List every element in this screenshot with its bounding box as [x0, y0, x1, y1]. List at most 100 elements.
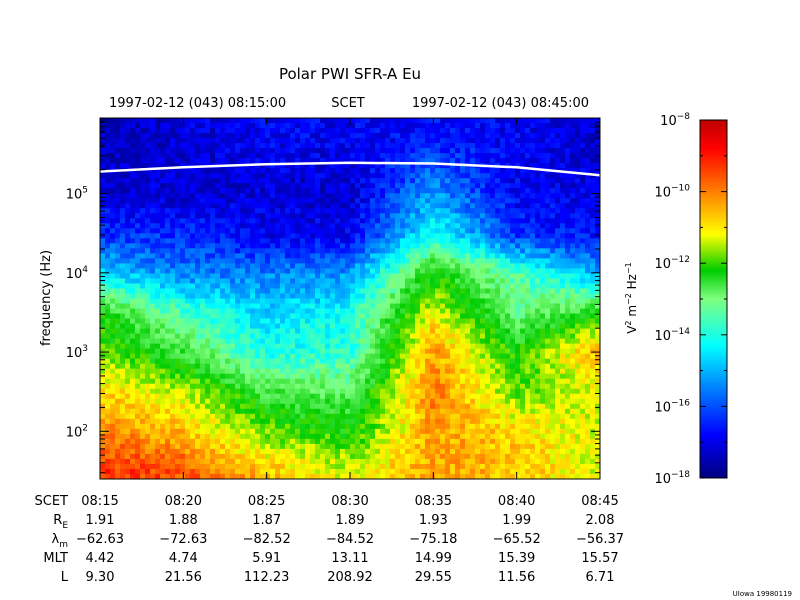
spectrogram-cell — [545, 268, 551, 275]
spectrogram-cell — [370, 298, 376, 305]
spectrogram-cell — [515, 293, 521, 300]
spectrogram-cell — [440, 238, 446, 244]
spectrogram-cell — [140, 268, 146, 275]
spectrogram-cell — [195, 278, 201, 285]
spectrogram-cell — [105, 258, 111, 264]
spectrogram-cell — [170, 313, 176, 320]
spectrogram-cell — [355, 123, 361, 129]
spectrogram-cell — [355, 208, 361, 214]
spectrogram-cell — [380, 338, 386, 345]
spectrogram-cell — [515, 278, 521, 285]
spectrogram-cell — [480, 348, 486, 355]
spectrogram-cell — [315, 313, 321, 320]
spectrogram-cell — [365, 338, 371, 345]
spectrogram-cell — [280, 318, 286, 325]
spectrogram-cell — [225, 293, 231, 300]
spectrogram-cell — [330, 263, 336, 270]
spectrogram-cell — [225, 323, 231, 330]
spectrogram-cell — [395, 193, 401, 199]
spectrogram-cell — [120, 233, 126, 239]
spectrogram-cell — [450, 123, 456, 129]
spectrogram-cell — [535, 183, 541, 189]
spectrogram-cell — [595, 188, 600, 194]
spectrogram-cell — [235, 278, 241, 285]
spectrogram-cell — [455, 118, 461, 124]
spectrogram-cell — [290, 158, 296, 164]
spectrogram-cell — [380, 308, 386, 315]
spectrogram-cell — [595, 283, 600, 290]
spectrogram-cell — [175, 268, 181, 275]
spectrogram-cell — [435, 263, 441, 270]
spectrogram-cell — [145, 208, 151, 214]
spectrogram-cell — [490, 258, 496, 264]
spectrogram-cell — [195, 153, 201, 159]
spectrogram-cell — [160, 118, 166, 124]
spectrogram-cell — [260, 128, 266, 134]
spectrogram-cell — [110, 118, 116, 124]
spectrogram-cell — [560, 183, 566, 189]
spectrogram-cell — [250, 228, 256, 234]
spectrogram-cell — [565, 283, 571, 290]
spectrogram-cell — [535, 333, 541, 340]
spectrogram-cell — [450, 213, 456, 219]
spectrogram-cell — [250, 313, 256, 320]
spectrogram-cell — [265, 223, 271, 229]
spectrogram-cell — [130, 118, 136, 124]
spectrogram-cell — [260, 293, 266, 300]
spectrogram-cell — [335, 363, 341, 370]
spectrogram-cell — [140, 298, 146, 305]
spectrogram-cell — [270, 163, 276, 169]
spectrogram-cell — [285, 303, 291, 310]
spectrogram-cell — [430, 273, 436, 280]
spectrogram-cell — [575, 308, 581, 315]
spectrogram-cell — [290, 183, 296, 189]
spectrogram-cell — [235, 333, 241, 340]
spectrogram-cell — [375, 163, 381, 169]
spectrogram-cell — [370, 163, 376, 169]
spectrogram-cell — [455, 128, 461, 134]
spectrogram-cell — [165, 363, 171, 370]
spectrogram-cell — [180, 168, 186, 174]
spectrogram-cell — [590, 283, 596, 290]
spectrogram-cell — [580, 143, 586, 149]
spectrogram-cell — [145, 228, 151, 234]
spectrogram-cell — [320, 353, 326, 360]
spectrogram-cell — [255, 308, 261, 315]
spectrogram-cell — [320, 258, 326, 264]
spectrogram-cell — [320, 278, 326, 285]
spectrogram-cell — [435, 238, 441, 244]
spectrogram-cell — [125, 133, 131, 139]
spectrogram-cell — [545, 178, 551, 184]
spectrogram-cell — [330, 233, 336, 239]
spectrogram-cell — [575, 243, 581, 249]
spectrogram-cell — [455, 323, 461, 330]
spectrogram-cell — [290, 223, 296, 229]
spectrogram-cell — [230, 148, 236, 154]
spectrogram-cell — [360, 158, 366, 164]
spectrogram-cell — [200, 288, 206, 295]
spectrogram-cell — [455, 208, 461, 214]
spectrogram-cell — [365, 268, 371, 275]
spectrogram-cell — [520, 178, 526, 184]
spectrogram-cell — [530, 293, 536, 300]
spectrogram-cell — [365, 118, 371, 124]
spectrogram-cell — [115, 193, 121, 199]
spectrogram-cell — [255, 143, 261, 149]
spectrogram-cell — [340, 323, 346, 330]
spectrogram-cell — [250, 273, 256, 280]
spectrogram-cell — [510, 193, 516, 199]
spectrogram-cell — [525, 218, 531, 224]
spectrogram-cell — [225, 313, 231, 320]
spectrogram-cell — [520, 163, 526, 169]
spectrogram-cell — [410, 263, 416, 270]
spectrogram-cell — [345, 323, 351, 330]
spectrogram-cell — [210, 328, 216, 335]
spectrogram-cell — [470, 323, 476, 330]
spectrogram-cell — [595, 338, 600, 345]
spectrogram-cell — [400, 178, 406, 184]
spectrogram-cell — [505, 158, 511, 164]
spectrogram-cell — [130, 338, 136, 345]
spectrogram-cell — [210, 158, 216, 164]
spectrogram-cell — [165, 178, 171, 184]
spectrogram-cell — [355, 213, 361, 219]
